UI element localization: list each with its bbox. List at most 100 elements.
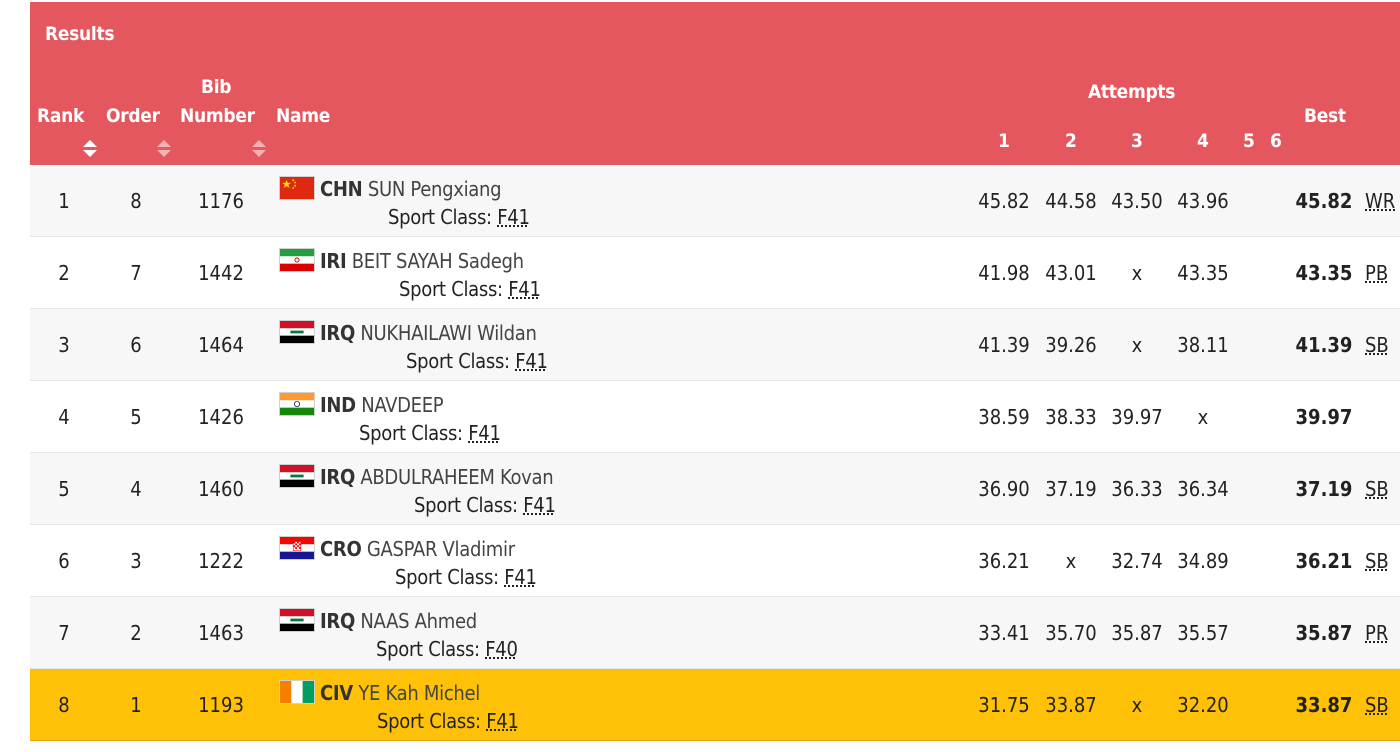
best-column-header: Best (1304, 105, 1346, 127)
croatia-flag-icon (279, 536, 315, 560)
bib-value: 1193 (198, 693, 244, 717)
attempt-2-value: 43.01 (1045, 261, 1097, 285)
record-badge[interactable]: SB (1365, 333, 1389, 357)
sport-class-value[interactable]: F41 (468, 421, 501, 445)
sport-class-value[interactable]: F41 (497, 205, 530, 229)
order-value: 7 (130, 261, 142, 285)
record-badge[interactable]: SB (1365, 477, 1389, 501)
order-sort-icon[interactable] (157, 140, 171, 160)
attempt-3-value: 36.33 (1111, 477, 1163, 501)
athlete-name-text: NAAS Ahmed (360, 609, 477, 633)
athlete-name[interactable]: IND NAVDEEP (320, 393, 444, 417)
bib-sort-icon[interactable] (252, 140, 266, 160)
record-badge[interactable]: SB (1365, 549, 1389, 573)
sport-class-label: Sport Class: (377, 709, 481, 733)
record-badge[interactable]: WR (1365, 189, 1396, 213)
country-code: IRQ (320, 609, 355, 633)
china-flag-icon (279, 176, 315, 200)
rank-value: 3 (58, 333, 70, 357)
athlete-name[interactable]: CHN SUN Pengxiang (320, 177, 502, 201)
attempt-3-value: x (1131, 261, 1143, 285)
athlete-name-text: BEIT SAYAH Sadegh (351, 249, 524, 273)
athlete-name-text: SUN Pengxiang (367, 177, 502, 201)
athlete-name-text: GASPAR Vladimir (366, 537, 515, 561)
best-mark: 45.82 (1295, 189, 1353, 213)
record-badge[interactable]: PB (1365, 261, 1389, 285)
athlete-name[interactable]: IRI BEIT SAYAH Sadegh (320, 249, 524, 273)
athlete-name[interactable]: IRQ ABDULRAHEEM Kovan (320, 465, 554, 489)
order-value: 1 (130, 693, 142, 717)
order-value: 3 (130, 549, 142, 573)
attempt-4-value: 38.11 (1177, 333, 1229, 357)
bib-value: 1442 (198, 261, 244, 285)
attempt-1-value: 36.21 (978, 549, 1030, 573)
best-mark: 35.87 (1295, 621, 1353, 645)
attempt-1-value: 41.98 (978, 261, 1030, 285)
attempt-3-value: 32.74 (1111, 549, 1163, 573)
rank-value: 1 (58, 189, 70, 213)
athlete-name[interactable]: IRQ NUKHAILAWI Wildan (320, 321, 537, 345)
rank-sort-icon[interactable] (83, 140, 97, 160)
attempt-3-value: 35.87 (1111, 621, 1163, 645)
rank-column-header[interactable]: Rank (37, 105, 85, 127)
sport-class: Sport Class: F41 (388, 205, 530, 229)
rank-value: 5 (58, 477, 70, 501)
sport-class-value[interactable]: F41 (508, 277, 541, 301)
attempt-1-value: 33.41 (978, 621, 1030, 645)
athlete-name-text: YE Kah Michel (358, 681, 481, 705)
sport-class: Sport Class: F41 (406, 349, 548, 373)
india-flag-icon (279, 392, 315, 416)
rank-value: 4 (58, 405, 70, 429)
order-value: 8 (130, 189, 142, 213)
attempt-2-value: x (1065, 549, 1077, 573)
attempt-3-value: 39.97 (1111, 405, 1163, 429)
bib-column-header-line2[interactable]: Number (180, 105, 255, 127)
sport-class-value[interactable]: F41 (523, 493, 556, 517)
sport-class-value[interactable]: F41 (515, 349, 548, 373)
athlete-name-text: NUKHAILAWI Wildan (360, 321, 537, 345)
sport-class-value[interactable]: F41 (486, 709, 519, 733)
attempt-1-value: 41.39 (978, 333, 1030, 357)
sport-class-label: Sport Class: (359, 421, 463, 445)
rank-value: 7 (58, 621, 70, 645)
attempt-4-value: 35.57 (1177, 621, 1229, 645)
name-column-header: Name (276, 105, 331, 127)
iran-flag-icon (279, 248, 315, 272)
best-mark: 41.39 (1295, 333, 1353, 357)
attempt-3-header: 3 (1131, 130, 1143, 152)
iraq-flag-icon (279, 608, 315, 632)
athlete-name[interactable]: CIV YE Kah Michel (320, 681, 480, 705)
best-mark: 33.87 (1295, 693, 1353, 717)
country-code: IRQ (320, 321, 355, 345)
attempt-4-header: 4 (1197, 130, 1209, 152)
rank-value: 6 (58, 549, 70, 573)
table-row: 2 7 1442 41.98 43.01 x 43.35 43.35 PB IRI BEIT SA… (30, 237, 1400, 309)
bib-value: 1222 (198, 549, 244, 573)
attempt-3-value: x (1131, 333, 1143, 357)
sport-class-value[interactable]: F41 (504, 565, 537, 589)
bib-value: 1460 (198, 477, 244, 501)
record-badge[interactable]: SB (1365, 693, 1389, 717)
athlete-name[interactable]: IRQ NAAS Ahmed (320, 609, 477, 633)
sport-class-label: Sport Class: (395, 565, 499, 589)
attempt-2-value: 38.33 (1045, 405, 1097, 429)
attempt-1-value: 31.75 (978, 693, 1030, 717)
sport-class-label: Sport Class: (388, 205, 492, 229)
attempt-1-value: 38.59 (978, 405, 1030, 429)
athlete-name[interactable]: CRO GASPAR Vladimir (320, 537, 515, 561)
rank-value: 8 (58, 693, 70, 717)
attempt-5-header: 5 (1243, 130, 1255, 152)
bib-value: 1463 (198, 621, 244, 645)
record-badge[interactable]: PR (1365, 621, 1389, 645)
sport-class-value[interactable]: F40 (485, 637, 518, 661)
sport-class-label: Sport Class: (376, 637, 480, 661)
attempt-6-header: 6 (1270, 130, 1282, 152)
order-column-header[interactable]: Order (106, 105, 160, 127)
order-value: 5 (130, 405, 142, 429)
attempt-2-value: 35.70 (1045, 621, 1097, 645)
table-row: 7 2 1463 33.41 35.70 35.87 35.57 35.87 PR IRQ NAA… (30, 597, 1400, 669)
attempt-1-header: 1 (998, 130, 1010, 152)
sport-class-label: Sport Class: (406, 349, 510, 373)
bib-column-header-line1[interactable]: Bib (201, 76, 232, 98)
sport-class: Sport Class: F41 (377, 709, 519, 733)
